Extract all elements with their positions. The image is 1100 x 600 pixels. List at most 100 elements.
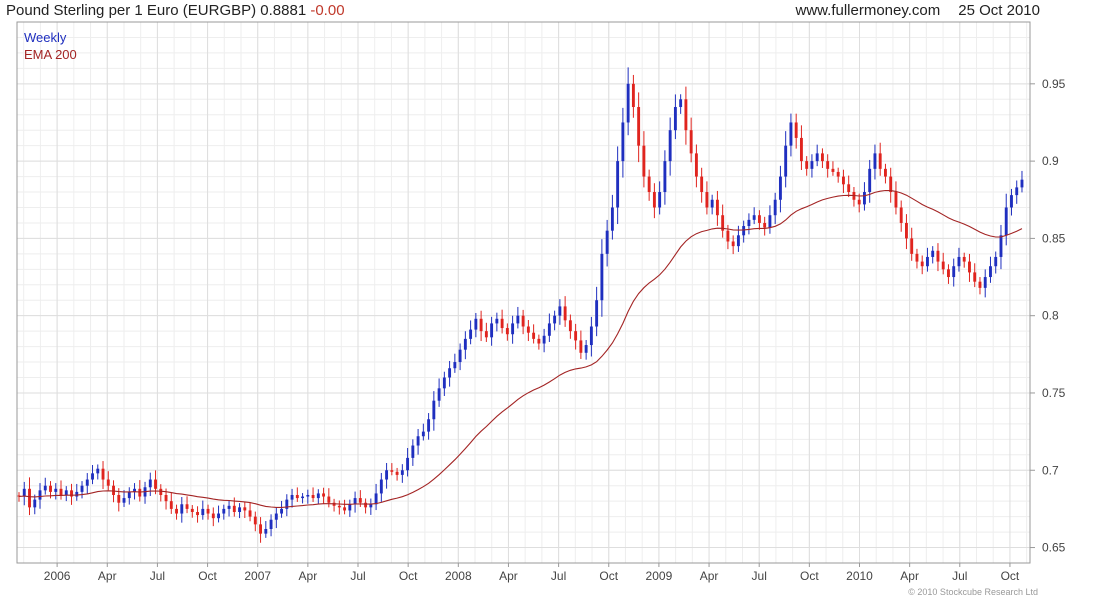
x-tick-label: Jul (551, 569, 566, 583)
candle-body (668, 130, 672, 162)
candle-body (563, 306, 567, 321)
candle-body (70, 490, 73, 497)
candle-body (1004, 207, 1008, 236)
y-tick-label: 0.85 (1042, 231, 1066, 245)
candle-body (768, 215, 772, 228)
candle-body (894, 192, 898, 208)
candle-body (369, 504, 373, 508)
candle-body (841, 176, 845, 185)
candle-body (710, 199, 714, 208)
y-tick-label: 0.75 (1042, 386, 1066, 400)
candle-body (353, 498, 357, 505)
x-tick-label: Oct (1001, 569, 1020, 583)
candle-body (931, 250, 935, 257)
site-and-date: www.fullermoney.com 25 Oct 2010 (796, 2, 1041, 19)
candle-body (689, 130, 693, 154)
candle-body (85, 479, 89, 486)
candle-body (232, 505, 236, 512)
candle-body (642, 145, 646, 177)
candle-body (579, 340, 583, 353)
candle-body (626, 83, 630, 123)
candle-body (306, 494, 310, 497)
y-tick-label: 0.95 (1042, 77, 1066, 91)
candle-body (1010, 195, 1013, 208)
candle-body (705, 192, 709, 208)
candle-body (857, 199, 861, 205)
candle-body (474, 318, 478, 330)
candlesticks (17, 67, 1024, 543)
candle-body (847, 184, 851, 193)
legend: Weekly EMA 200 (24, 29, 77, 63)
candle-body (905, 222, 908, 239)
candle-body (679, 99, 683, 108)
x-tick-label: 2010 (846, 569, 873, 583)
candle-body (742, 226, 746, 236)
candle-body (999, 235, 1003, 257)
site-url[interactable]: www.fullermoney.com (795, 2, 941, 19)
candle-body (348, 504, 352, 511)
candle-body (868, 168, 872, 193)
y-tick-label: 0.8 (1042, 309, 1059, 323)
candle-body (631, 83, 635, 108)
title-text: Pound Sterling per 1 Euro (EURGBP) 0.888… (6, 2, 307, 19)
candle-body (453, 362, 457, 369)
legend-ema: EMA 200 (24, 47, 77, 62)
candle-body (222, 508, 226, 514)
candle-body (542, 335, 546, 344)
candle-body (169, 501, 173, 509)
candle-body (201, 508, 205, 516)
x-tick-label: Oct (800, 569, 819, 583)
candle-body (773, 199, 777, 216)
y-tick-label: 0.65 (1042, 541, 1066, 555)
candle-body (206, 508, 210, 514)
candle-body (295, 494, 299, 499)
candle-body (826, 161, 830, 169)
candle-body (190, 508, 194, 512)
x-tick-label: 2006 (44, 569, 71, 583)
candle-body (33, 499, 37, 508)
candle-body (815, 153, 819, 162)
candle-body (547, 323, 551, 336)
candle-body (616, 161, 620, 208)
candle-body (899, 207, 903, 223)
candle-body (327, 496, 331, 503)
y-axis: 0.65 0.7 0.75 0.8 0.85 0.9 0.95 (1030, 77, 1066, 555)
candle-body (553, 315, 557, 324)
candle-body (301, 496, 305, 499)
candle-body (164, 494, 168, 502)
candle-body (605, 230, 609, 254)
candle-body (994, 256, 998, 267)
candle-body (28, 488, 31, 508)
candle-body (248, 510, 252, 517)
x-tick-label: Apr (98, 569, 117, 583)
candle-body (185, 504, 189, 509)
candle-body (652, 192, 656, 208)
x-tick-label: 2008 (445, 569, 472, 583)
candle-body (910, 238, 914, 254)
y-tick-label: 0.7 (1042, 463, 1059, 477)
candle-body (516, 315, 520, 324)
chart-date: 25 Oct 2010 (958, 2, 1040, 19)
candle-body (38, 490, 42, 500)
candle-body (364, 502, 368, 508)
candle-body (799, 137, 803, 162)
candle-body (227, 505, 231, 509)
price-change: -0.00 (310, 2, 345, 19)
candle-body (673, 107, 677, 131)
candle-body (269, 519, 273, 529)
candle-body (416, 436, 420, 446)
candle-body (584, 345, 588, 353)
legend-weekly: Weekly (24, 30, 67, 45)
candle-body (211, 513, 215, 519)
candle-body (968, 261, 971, 273)
candle-body (973, 272, 977, 282)
candle-body (521, 315, 525, 327)
candle-body (54, 488, 58, 492)
candle-body (112, 485, 115, 495)
candle-body (763, 222, 767, 228)
candle-body (789, 122, 793, 146)
candle-body (322, 493, 326, 497)
candle-body (784, 145, 788, 177)
candle-body (862, 192, 866, 205)
